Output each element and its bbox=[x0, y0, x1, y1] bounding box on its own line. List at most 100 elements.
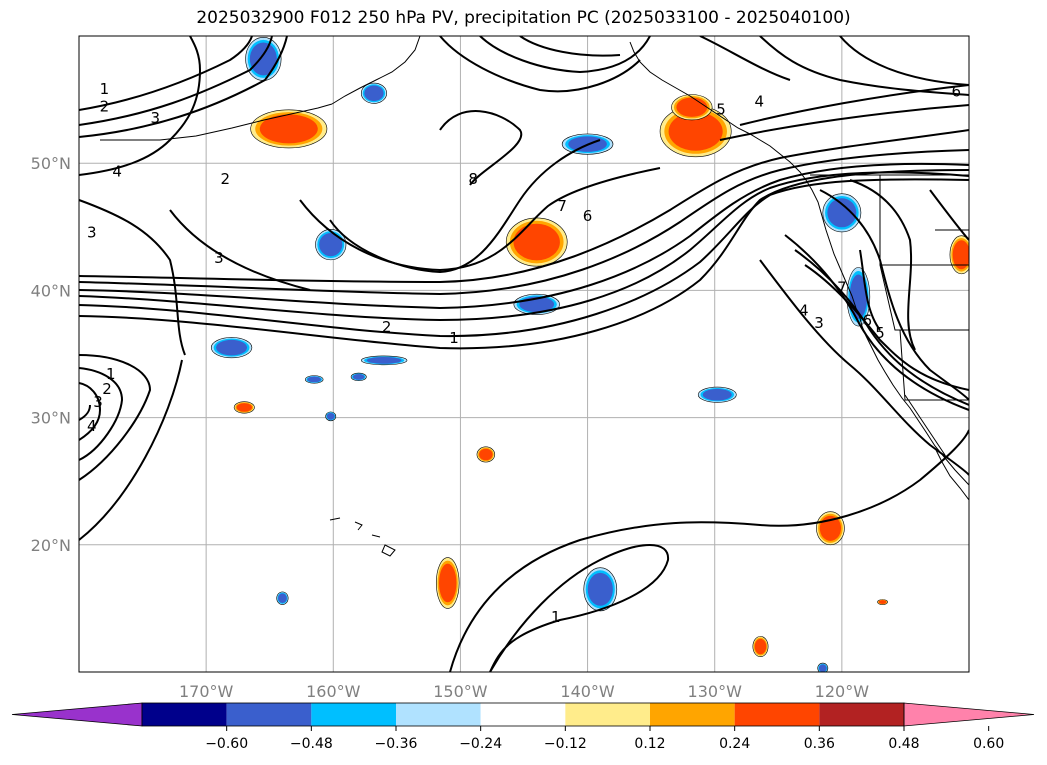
contour-label: 4 bbox=[754, 93, 764, 111]
precip-negative-area bbox=[210, 337, 253, 359]
axis-labels: 50°N 40°N 30°N 20°N 170°W 160°W 150°W 140°W 130°… bbox=[31, 154, 870, 701]
contour-label: 1 bbox=[106, 365, 116, 383]
contour-west-3 bbox=[79, 36, 288, 138]
coastline-alaska bbox=[331, 36, 421, 105]
precip-level bbox=[249, 42, 277, 76]
pv-contours bbox=[79, 36, 969, 672]
precip-level bbox=[352, 373, 365, 380]
precip-level bbox=[307, 376, 321, 383]
precip-negative-area bbox=[360, 355, 408, 366]
contour-north-1 bbox=[439, 36, 641, 93]
precip-level bbox=[326, 412, 335, 420]
precip-negative-area bbox=[817, 662, 829, 672]
colorbar-segment bbox=[565, 703, 650, 726]
contour-west-lower bbox=[79, 199, 186, 356]
precip-negative-area bbox=[245, 36, 282, 81]
latitude-label: 50°N bbox=[31, 154, 71, 173]
coastlines bbox=[100, 36, 969, 557]
contour-8-label-area bbox=[439, 110, 523, 186]
precip-level bbox=[479, 448, 493, 461]
contour-north-6 bbox=[839, 36, 969, 86]
colorbar-segment bbox=[226, 703, 312, 726]
contour-cutoff-1 bbox=[804, 264, 969, 391]
latitude-label: 40°N bbox=[31, 281, 71, 300]
contour-5-jet bbox=[79, 149, 969, 296]
contour-label: 6 bbox=[952, 82, 962, 100]
coastline-gulf-california bbox=[935, 449, 969, 501]
precip-negative-area bbox=[583, 567, 618, 612]
contour-1-main bbox=[79, 169, 969, 350]
contour-cutoff-6 bbox=[929, 189, 969, 241]
coastline-hawaii bbox=[329, 517, 396, 557]
contour-7-low bbox=[299, 167, 661, 272]
contour-north-5 bbox=[759, 36, 969, 96]
precip-level bbox=[259, 114, 318, 144]
contour-3-jet bbox=[79, 171, 969, 322]
contour-west-2 bbox=[79, 36, 273, 126]
precip-level bbox=[827, 198, 857, 228]
precip-level bbox=[754, 638, 767, 655]
colorbar-segment bbox=[480, 703, 566, 726]
precip-level bbox=[278, 593, 287, 604]
precip-level bbox=[319, 233, 343, 257]
precip-level bbox=[587, 572, 613, 606]
contour-coast-lower bbox=[759, 259, 969, 476]
precip-positive-area bbox=[877, 599, 888, 605]
contour-cutoff-4 bbox=[849, 179, 916, 351]
precip-positive-area bbox=[233, 401, 255, 414]
contour-south-4 bbox=[79, 382, 102, 441]
contour-6-jet bbox=[79, 129, 969, 284]
precip-level bbox=[952, 240, 969, 270]
colorbar-segment bbox=[819, 703, 904, 726]
contour-south-pacific bbox=[449, 429, 969, 672]
colorbar-frame bbox=[141, 702, 905, 727]
coastline-baja bbox=[904, 394, 946, 456]
contour-label: 4 bbox=[112, 163, 122, 181]
contour-label: 4 bbox=[87, 417, 97, 435]
contour-label: 6 bbox=[583, 207, 593, 225]
precip-negative-area bbox=[305, 375, 324, 384]
colorbar-extend-min bbox=[11, 702, 143, 727]
contour-south-3 bbox=[79, 367, 124, 461]
precip-negative-area bbox=[350, 372, 367, 382]
contour-label: 7 bbox=[837, 278, 847, 296]
precip-level bbox=[236, 403, 253, 412]
contour-north-8 bbox=[719, 104, 969, 141]
precip-level bbox=[818, 664, 827, 672]
contour-north-4 bbox=[699, 36, 791, 81]
contour-8-trough bbox=[329, 139, 601, 274]
contour-label: 7 bbox=[557, 197, 567, 215]
contour-ridge-x bbox=[169, 209, 311, 291]
contour-lower-arc bbox=[489, 544, 670, 672]
precip-level bbox=[878, 600, 887, 604]
latitude-label: 30°N bbox=[31, 409, 71, 428]
colorbar-tick-label: 0.36 bbox=[804, 736, 835, 752]
colorbar-tick-label: 0.12 bbox=[634, 736, 665, 752]
precip-positive-area bbox=[476, 446, 496, 463]
longitude-label: 120°W bbox=[815, 682, 870, 701]
colorbar-segment bbox=[734, 703, 820, 726]
colorbar-tick-label: −0.48 bbox=[290, 736, 333, 752]
latitude-label: 20°N bbox=[31, 536, 71, 555]
contour-label: 3 bbox=[87, 224, 97, 242]
colorbar-extend-max bbox=[903, 702, 1035, 727]
contour-label: 2 bbox=[382, 318, 392, 336]
colorbar-tick-label: 0.48 bbox=[888, 736, 919, 752]
coastline-north-america bbox=[629, 41, 969, 486]
precip-positive-area bbox=[250, 109, 328, 149]
precip-positive-area bbox=[671, 94, 713, 121]
precip-level bbox=[366, 356, 402, 364]
precip-level bbox=[676, 97, 708, 117]
colorbar-segment bbox=[396, 703, 481, 726]
contour-4-jet bbox=[79, 162, 969, 310]
map-background bbox=[79, 36, 969, 672]
contour-cutoff-5 bbox=[819, 189, 969, 401]
colorbar-tick-label: −0.24 bbox=[459, 736, 502, 752]
contour-label: 8 bbox=[468, 170, 478, 188]
map-frame bbox=[78, 35, 970, 673]
contour-north-2 bbox=[479, 36, 651, 74]
contour-label: 1 bbox=[100, 80, 110, 98]
contour-north-3 bbox=[519, 36, 621, 57]
colorbar-tick-label: −0.36 bbox=[375, 736, 418, 752]
